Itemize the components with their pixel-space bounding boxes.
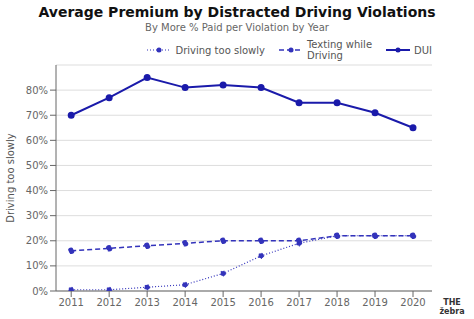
svg-text:30%: 30% — [26, 210, 48, 221]
svg-text:2013: 2013 — [134, 297, 159, 308]
html-text:Driving too slowly: Driving too slowly — [175, 44, 265, 56]
svg-text:40%: 40% — [26, 185, 48, 196]
svg-text:Driving too slowly: Driving too slowly — [8, 133, 16, 223]
svg-text:10%: 10% — [26, 260, 48, 271]
svg-text:2018: 2018 — [324, 297, 349, 308]
svg-text:0%: 0% — [32, 286, 48, 297]
svg-text:2011: 2011 — [58, 297, 83, 308]
svg-text:50%: 50% — [26, 160, 48, 171]
svg-text:70%: 70% — [26, 110, 48, 121]
html-text:Average Premium by Distracted: Average Premium by Distracted Driving Vi… — [38, 4, 436, 20]
svg-text:2019: 2019 — [362, 297, 387, 308]
html-text:By More % Paid per Violation b: By More % Paid per Violation by Year — [145, 22, 329, 33]
svg-text:2016: 2016 — [248, 297, 273, 308]
svg-text:60%: 60% — [26, 135, 48, 146]
html-text:THE žebra: THE žebra — [439, 298, 465, 316]
svg-text:80%: 80% — [26, 85, 48, 96]
html-text:Texting while Driving: Texting while Driving — [306, 39, 372, 61]
svg-text:20%: 20% — [26, 235, 48, 246]
svg-text:2017: 2017 — [286, 297, 311, 308]
svg-text:2020: 2020 — [400, 297, 425, 308]
svg-text:2012: 2012 — [96, 297, 121, 308]
html-text:DUI: DUI — [414, 44, 432, 56]
svg-text:2015: 2015 — [210, 297, 235, 308]
svg-text:2014: 2014 — [172, 297, 197, 308]
